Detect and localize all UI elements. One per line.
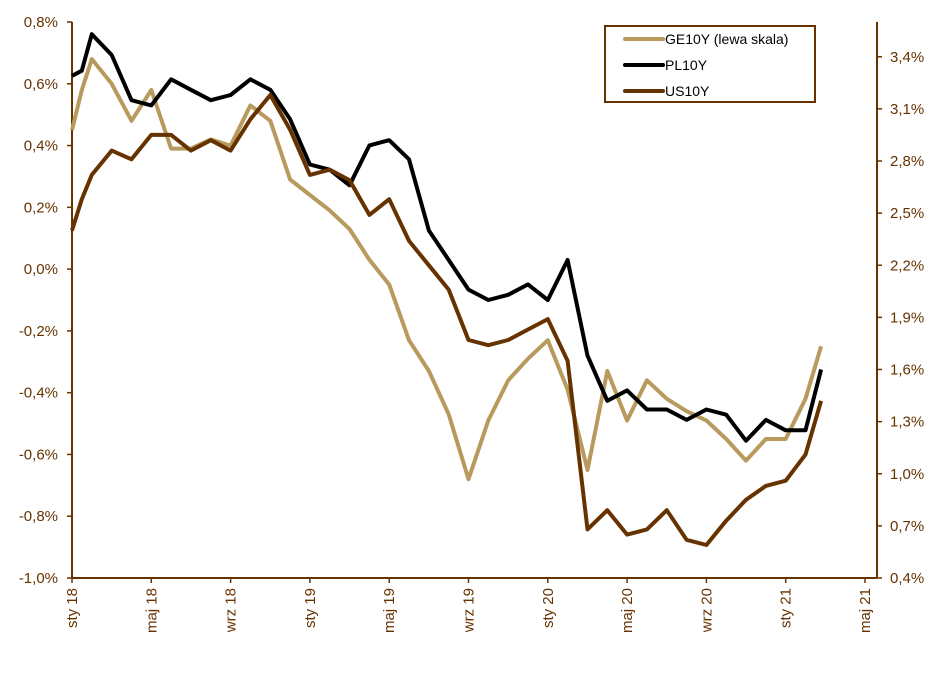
x-tick-label: sty 20 [540,588,557,628]
x-tick-label: maj 18 [143,588,160,633]
right-tick-label: 2,5% [890,205,924,222]
x-tick-label: wrz 18 [223,588,240,633]
legend-label: US10Y [665,83,710,99]
series-line-ge10y-lewa-skala [70,57,824,482]
right-tick-label: 0,7% [890,518,924,535]
legend-label: GE10Y (lewa skala) [665,31,788,47]
right-tick-label: 1,3% [890,414,924,431]
x-tick-label: sty 18 [64,588,81,628]
left-tick-label: -0,2% [19,323,58,340]
right-tick-label: 3,4% [890,49,924,66]
left-tick-label: 0,8% [24,14,58,31]
x-tick-label: wrz 19 [461,588,478,633]
left-tick-label: 0,2% [24,199,58,216]
right-tick-label: 2,2% [890,257,924,274]
right-tick-label: 2,8% [890,153,924,170]
left-tick-label: 0,0% [24,261,58,278]
right-tick-label: 1,0% [890,466,924,483]
right-tick-label: 1,6% [890,362,924,379]
left-tick-label: -1,0% [19,570,58,587]
x-tick-label: sty 19 [302,588,319,628]
x-tick-label: sty 21 [778,588,795,628]
right-tick-label: 0,4% [890,570,924,587]
right-tick-label: 3,1% [890,101,924,118]
right-tick-label: 1,9% [890,309,924,326]
left-tick-label: -0,4% [19,385,58,402]
x-tick-label: maj 19 [381,588,398,633]
x-tick-label: maj 21 [857,588,874,633]
series-line-us10y [70,93,824,547]
left-tick-label: 0,6% [24,76,58,93]
left-tick-label: 0,4% [24,138,58,155]
left-tick-label: -0,6% [19,446,58,463]
x-tick-label: maj 20 [619,588,636,633]
legend-label: PL10Y [665,57,708,73]
left-tick-label: -0,8% [19,508,58,525]
series-line-pl10y [71,32,824,443]
x-tick-label: wrz 20 [698,588,715,633]
